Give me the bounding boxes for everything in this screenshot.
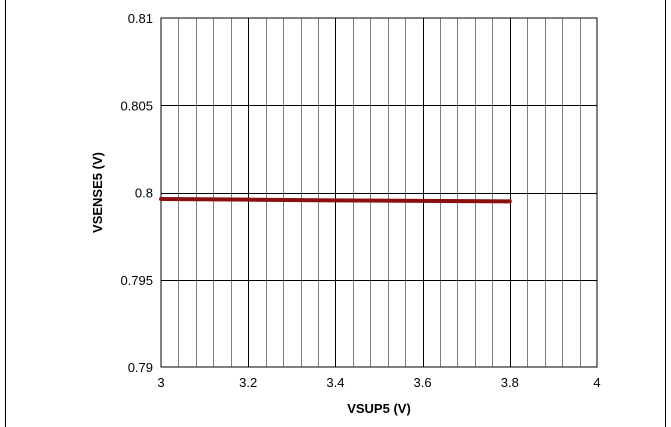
y-tick-label: 0.81 — [128, 11, 153, 26]
x-tick-label: 3 — [157, 375, 164, 390]
tick-labels: 3 3.2 3.4 3.6 3.8 4 0.81 0.805 0.8 0.795 0.79 — [120, 11, 600, 390]
y-axis-title: VSENSE5 (V) — [90, 152, 105, 233]
grid — [161, 18, 597, 367]
x-tick-label: 3.6 — [414, 375, 432, 390]
y-tick-label: 0.79 — [128, 360, 153, 375]
x-tick-label: 3.8 — [501, 375, 519, 390]
x-tick-label: 4 — [593, 375, 600, 390]
plot-area-frame — [160, 17, 598, 368]
y-tick-label: 0.795 — [120, 273, 153, 288]
series-layer — [159, 196, 512, 204]
y-tick-label: 0.805 — [120, 98, 153, 113]
x-tick-label: 3.2 — [239, 375, 257, 390]
x-tick-label: 3.4 — [326, 375, 344, 390]
series-line-0 — [159, 196, 512, 204]
y-tick-label: 0.8 — [135, 186, 153, 201]
x-axis-title: VSUP5 (V) — [347, 401, 411, 416]
